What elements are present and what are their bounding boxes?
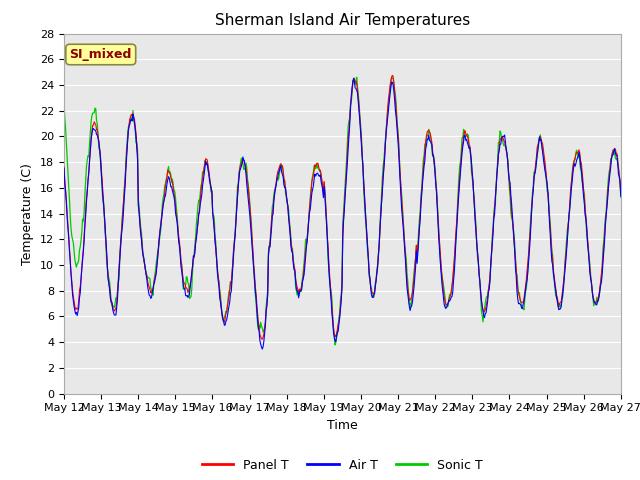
Text: SI_mixed: SI_mixed <box>70 48 132 61</box>
X-axis label: Time: Time <box>327 419 358 432</box>
Legend: Panel T, Air T, Sonic T: Panel T, Air T, Sonic T <box>196 454 488 477</box>
Y-axis label: Temperature (C): Temperature (C) <box>22 163 35 264</box>
Title: Sherman Island Air Temperatures: Sherman Island Air Temperatures <box>215 13 470 28</box>
